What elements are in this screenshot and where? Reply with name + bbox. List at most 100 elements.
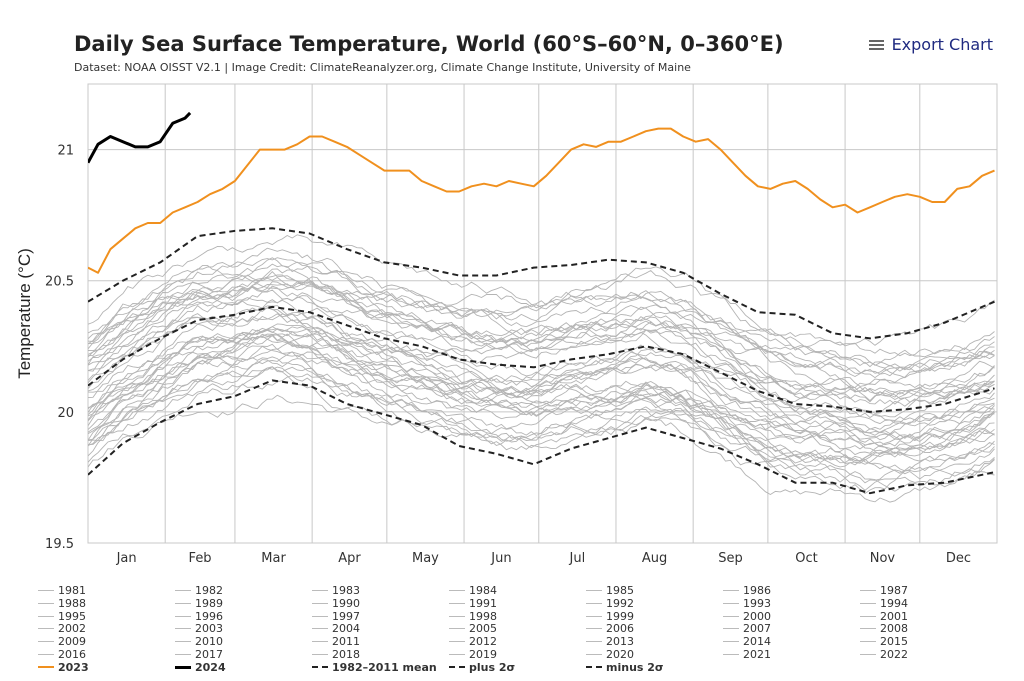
legend-item[interactable]: 2006 — [586, 622, 634, 635]
series-line-1995 — [88, 342, 995, 448]
legend-swatch — [723, 590, 739, 591]
series-line-1996 — [88, 323, 995, 443]
legend-item[interactable]: 2015 — [860, 635, 908, 648]
legend-item[interactable]: 2003 — [175, 622, 223, 635]
legend-item[interactable]: 2022 — [860, 648, 908, 661]
legend-item[interactable]: 2004 — [312, 622, 360, 635]
legend-item[interactable]: 1986 — [723, 584, 771, 597]
legend-swatch — [449, 602, 465, 604]
legend-swatch — [586, 590, 602, 591]
legend-item[interactable]: 1994 — [860, 597, 908, 610]
legend-item[interactable]: 1984 — [449, 584, 497, 597]
series-line-2016 — [88, 274, 995, 418]
legend-item[interactable]: 1996 — [175, 610, 223, 623]
legend-item[interactable]: 1983 — [312, 584, 360, 597]
series-line-2007 — [88, 305, 995, 401]
series-line-1997 — [88, 326, 995, 459]
legend-swatch — [175, 654, 191, 655]
export-chart-button[interactable]: Export Chart — [868, 35, 993, 54]
legend-item[interactable]: 2018 — [312, 648, 360, 661]
series-line-1982 — [88, 373, 995, 484]
legend-item[interactable]: 2014 — [723, 635, 771, 648]
legend-item[interactable]: 2010 — [175, 635, 223, 648]
chart-title: Daily Sea Surface Temperature, World (60… — [74, 32, 784, 56]
legend-item[interactable]: 2002 — [38, 622, 86, 635]
legend-swatch — [312, 666, 328, 669]
legend-item[interactable]: 1997 — [312, 610, 360, 623]
legend-item[interactable]: 2019 — [449, 648, 497, 661]
y-tick-label: 21 — [57, 144, 74, 159]
legend-swatch — [860, 590, 876, 591]
legend-label: 1993 — [743, 596, 771, 610]
legend-label: 2020 — [606, 648, 634, 661]
legend-swatch — [38, 615, 54, 617]
month-tick-label: Mar — [261, 551, 286, 566]
legend-item[interactable]: 1981 — [38, 584, 86, 597]
series-line-1992 — [88, 333, 995, 464]
series-line-1990 — [88, 345, 995, 462]
legend-item[interactable]: 1993 — [723, 597, 771, 610]
legend-swatch — [586, 628, 602, 630]
legend-label: 2001 — [880, 609, 908, 623]
legend-item[interactable]: 1991 — [449, 597, 497, 610]
series-line-1981 — [88, 366, 995, 492]
legend-swatch — [723, 654, 739, 655]
plot-frame — [87, 83, 998, 544]
legend-label: 2000 — [743, 609, 771, 623]
legend-item[interactable]: 2016 — [38, 648, 86, 661]
legend-item[interactable]: 1988 — [38, 597, 86, 610]
legend-item[interactable]: 1987 — [860, 584, 908, 597]
legend-label: 1984 — [469, 584, 497, 597]
month-tick-label: May — [412, 551, 439, 566]
legend-swatch — [449, 641, 465, 643]
legend-label: 1986 — [743, 584, 771, 597]
legend-item[interactable]: 1998 — [449, 610, 497, 623]
legend-label: 2014 — [743, 635, 771, 649]
legend-item[interactable]: 2017 — [175, 648, 223, 661]
legend-item[interactable]: 2009 — [38, 635, 86, 648]
legend-label: 1997 — [332, 609, 360, 623]
month-tick-label: Jan — [116, 551, 137, 566]
series-line-1987 — [88, 358, 995, 491]
legend-label: 2002 — [58, 622, 86, 636]
legend-item[interactable]: 1982 — [175, 584, 223, 597]
legend-item[interactable]: 2013 — [586, 635, 634, 648]
legend-item[interactable]: plus 2σ — [449, 661, 515, 674]
series-line-2011 — [88, 307, 995, 425]
legend-item[interactable]: minus 2σ — [586, 661, 664, 674]
series-line-2009 — [88, 279, 995, 398]
legend-label: 1989 — [195, 596, 223, 610]
legend-item[interactable]: 2021 — [723, 648, 771, 661]
legend-item[interactable]: 2005 — [449, 622, 497, 635]
legend-label: 1990 — [332, 596, 360, 610]
legend-item[interactable]: 1995 — [38, 610, 86, 623]
chart-subtitle: Dataset: NOAA OISST V2.1 | Image Credit:… — [74, 61, 691, 74]
legend-label: 2019 — [469, 648, 497, 661]
legend-item[interactable]: 1989 — [175, 597, 223, 610]
legend-label: 1981 — [58, 584, 86, 597]
legend-label: 2008 — [880, 622, 908, 636]
legend-label: 2010 — [195, 635, 223, 649]
legend-item[interactable]: 1985 — [586, 584, 634, 597]
legend-swatch — [38, 666, 54, 669]
legend-label: 2015 — [880, 635, 908, 649]
legend-item[interactable]: 2020 — [586, 648, 634, 661]
legend-item[interactable]: 2008 — [860, 622, 908, 635]
legend-item[interactable]: 1992 — [586, 597, 634, 610]
legend-item[interactable]: 2011 — [312, 635, 360, 648]
legend-label: 2024 — [195, 660, 226, 674]
legend-item[interactable]: 1999 — [586, 610, 634, 623]
legend-item[interactable]: 2023 — [38, 661, 89, 674]
legend-swatch — [586, 641, 602, 643]
legend-label: 1988 — [58, 596, 86, 610]
legend-label: 1995 — [58, 609, 86, 623]
legend-item[interactable]: 1990 — [312, 597, 360, 610]
series-line-2014 — [88, 274, 995, 369]
legend-item[interactable]: 2001 — [860, 610, 908, 623]
legend-item[interactable]: 2007 — [723, 622, 771, 635]
legend-item[interactable]: 1982–2011 mean — [312, 661, 437, 674]
legend-item[interactable]: 2012 — [449, 635, 497, 648]
legend-label: 1982 — [195, 584, 223, 597]
legend-item[interactable]: 2000 — [723, 610, 771, 623]
legend-item[interactable]: 2024 — [175, 661, 226, 674]
